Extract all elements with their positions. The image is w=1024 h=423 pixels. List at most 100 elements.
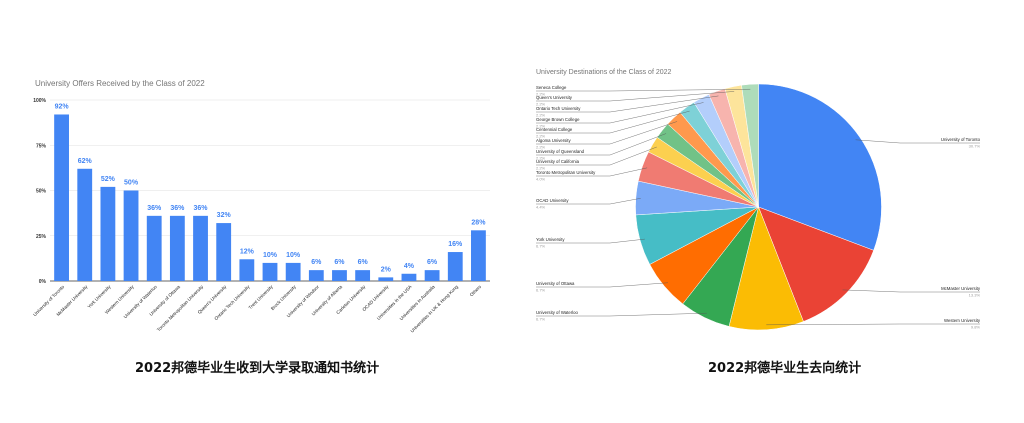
bar xyxy=(471,230,486,281)
y-tick-label: 100% xyxy=(33,98,46,104)
bar-value-label: 2% xyxy=(381,266,392,273)
bar-value-label: 62% xyxy=(78,158,93,165)
bar-value-label: 6% xyxy=(334,259,345,266)
leader-line xyxy=(536,121,678,145)
x-category-label: Universities in UK & Hong Kong xyxy=(410,284,460,334)
leader-line xyxy=(536,312,707,317)
pie-slice-label: OCAD University xyxy=(536,198,569,203)
bar-value-label: 36% xyxy=(147,205,162,212)
pie-slice xyxy=(728,206,804,331)
leader-line xyxy=(766,323,980,326)
pie-slice-label: University of Queensland xyxy=(536,149,585,154)
leader-line xyxy=(536,146,657,166)
pie-chart-caption: 2022邦德毕业生去向统计 xyxy=(708,361,862,376)
bar-value-label: 28% xyxy=(471,219,486,226)
bar xyxy=(285,262,301,281)
bar-value-label: 16% xyxy=(448,241,463,248)
bar-value-label: 50% xyxy=(124,180,139,187)
pie-slice-label: Western University xyxy=(944,318,981,323)
leader-line xyxy=(536,89,751,92)
y-tick-label: 75% xyxy=(36,143,47,149)
pie-slice-label: Centennial College xyxy=(536,127,573,132)
pie-slice xyxy=(741,83,759,208)
leader-line xyxy=(536,95,719,113)
pie-slice-pct: 6.7% xyxy=(536,288,546,293)
pie-chart: University Destinations of the Class of … xyxy=(536,69,981,331)
pie-slice-pct: 2.2% xyxy=(536,156,546,161)
x-category-label: York University xyxy=(87,284,113,310)
x-category-label: Others xyxy=(469,284,483,298)
pie-slice-pct: 4.4% xyxy=(536,205,546,210)
y-tick-label: 0% xyxy=(39,279,47,285)
pie-slice-label: University of Waterloo xyxy=(536,310,578,315)
bar xyxy=(54,114,69,281)
pie-slice-pct: 2.2% xyxy=(536,113,546,118)
pie-slice-pct: 30.7% xyxy=(969,144,981,149)
pie-slice-label: University of California xyxy=(536,159,580,164)
bar-value-label: 10% xyxy=(286,252,301,259)
pie-slice-label: Toronto Metropolitan University xyxy=(536,170,596,175)
bar-chart: University Offers Received by the Class … xyxy=(32,79,490,334)
bar-value-label: 12% xyxy=(240,248,255,255)
pie-slice-label: Ontario Tech University xyxy=(536,106,581,111)
bar xyxy=(401,273,417,281)
bar-value-label: 36% xyxy=(194,205,209,212)
pie-slice-pct: 4.0% xyxy=(536,177,546,182)
bar xyxy=(424,270,440,281)
bar-value-label: 6% xyxy=(358,259,369,266)
pie-slice-pct: 13.3% xyxy=(969,293,981,298)
leader-line xyxy=(842,289,980,293)
bar xyxy=(262,262,278,281)
bar-value-label: 32% xyxy=(217,212,232,219)
bar-chart-caption: 2022邦德毕业生收到大学录取通知书统计 xyxy=(135,361,380,376)
bar-value-label: 36% xyxy=(170,205,185,212)
bar xyxy=(355,270,371,281)
leader-line xyxy=(536,198,641,205)
bar xyxy=(193,215,208,281)
pie-slice-label: Algoma University xyxy=(536,138,571,143)
pie-slice-pct: 6.7% xyxy=(536,317,546,322)
bar xyxy=(123,190,139,281)
y-tick-label: 25% xyxy=(36,234,47,240)
bar-value-label: 52% xyxy=(101,176,116,183)
leader-line xyxy=(855,139,980,144)
y-tick-label: 50% xyxy=(36,189,47,195)
pie-slice-label: Seneca College xyxy=(536,85,567,90)
pie-slice-pct: 6.7% xyxy=(536,244,546,249)
bar xyxy=(308,270,324,281)
pie-slice xyxy=(758,206,874,322)
bar xyxy=(169,215,185,281)
bar xyxy=(332,270,347,281)
bar xyxy=(146,215,162,281)
bar-value-label: 4% xyxy=(404,263,415,270)
bar-value-label: 92% xyxy=(55,103,70,110)
x-category-label: Toronto Metropolitan University xyxy=(156,284,205,333)
bar-value-label: 6% xyxy=(427,259,438,266)
leader-line xyxy=(536,91,735,102)
pie-slice-label: McMaster University xyxy=(941,286,981,291)
bar xyxy=(447,252,463,281)
leader-line xyxy=(536,238,645,244)
pie-slice-label: University of Toronto xyxy=(941,137,981,142)
pie-slice-pct: 2.2% xyxy=(536,134,546,139)
leader-line xyxy=(536,282,668,288)
pie-slice-pct: 2.2% xyxy=(536,92,546,97)
pie-slice-pct: 2.2% xyxy=(536,145,546,150)
bar xyxy=(100,186,116,281)
bar-chart-title: University Offers Received by the Class … xyxy=(35,79,205,88)
leader-line xyxy=(536,167,648,177)
leader-line xyxy=(536,102,704,124)
pie-slice-pct: 2.2% xyxy=(536,102,546,107)
pie-slice-pct: 2.2% xyxy=(536,166,546,171)
leader-line xyxy=(536,110,690,134)
bar xyxy=(77,168,93,281)
pie-chart-title: University Destinations of the Class of … xyxy=(536,69,672,76)
pie-slice-label: York University xyxy=(536,237,565,242)
bar-value-label: 10% xyxy=(263,252,278,259)
pie-slice-pct: 9.8% xyxy=(971,325,981,330)
bar xyxy=(239,259,255,281)
bar-value-label: 6% xyxy=(311,259,322,266)
bar xyxy=(378,277,394,281)
pie-slice-label: University of Ottawa xyxy=(536,281,575,286)
leader-line xyxy=(536,133,667,156)
